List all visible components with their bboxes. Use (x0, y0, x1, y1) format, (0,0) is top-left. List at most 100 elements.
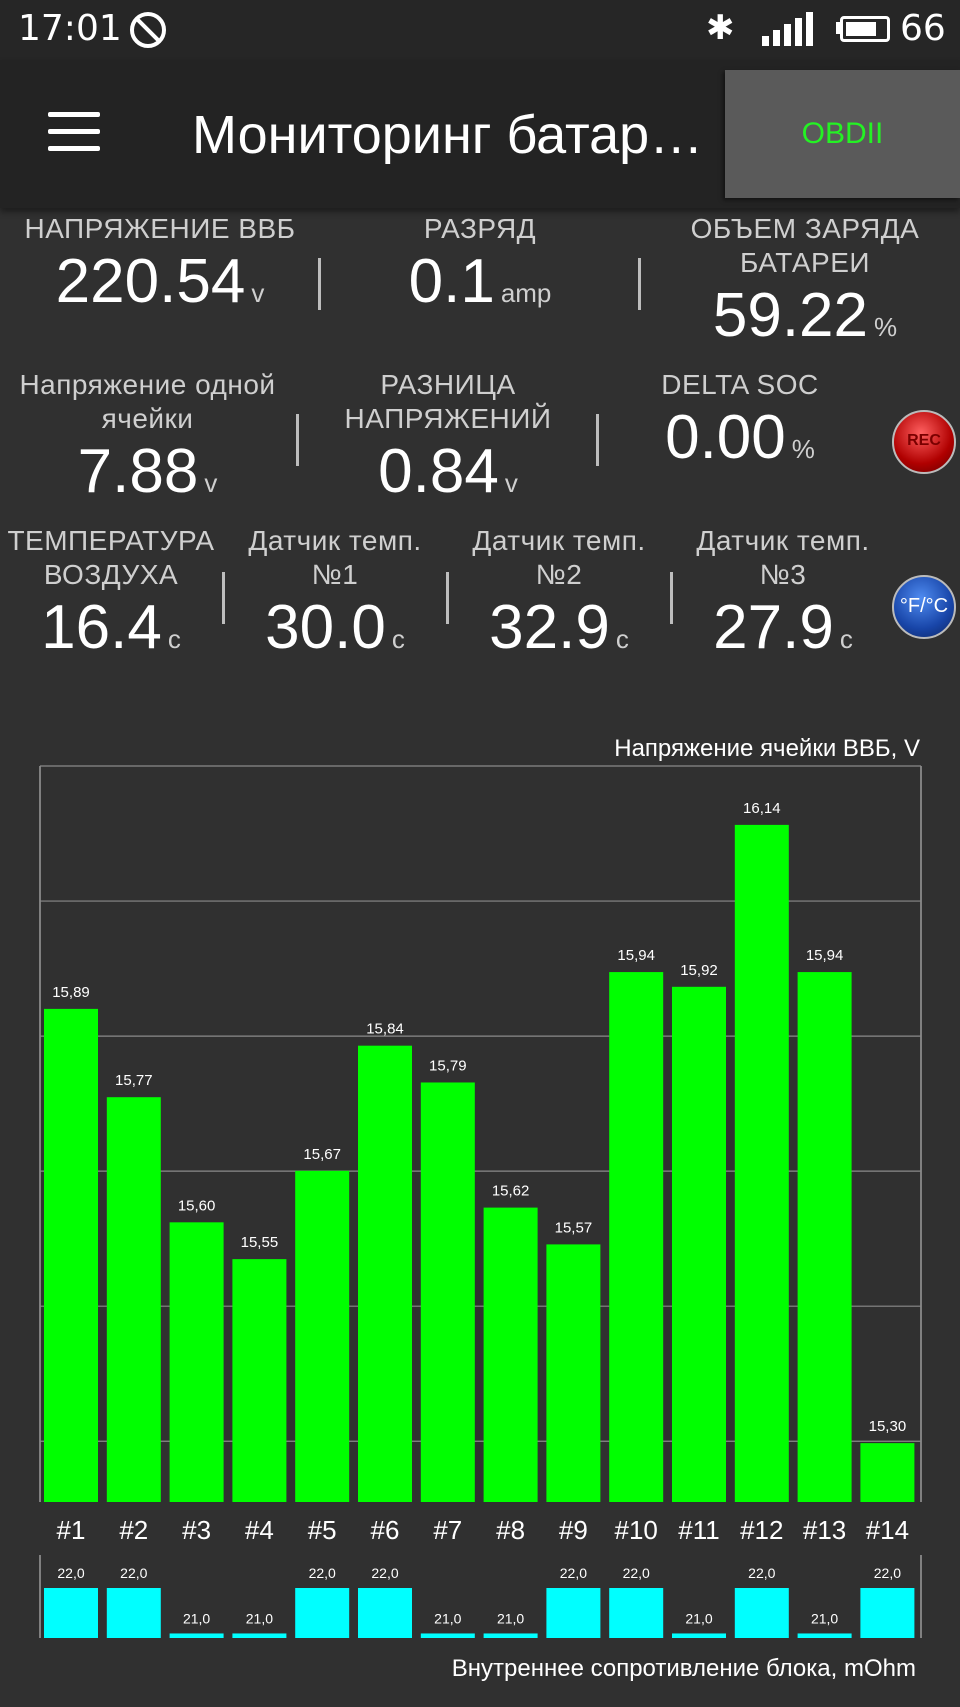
cell-voltage-bar (232, 1259, 287, 1502)
bar-value-label: 15,57 (555, 1219, 593, 1236)
cell-voltage-bar (546, 1244, 601, 1502)
resistance-chart-title: Внутреннее сопротивление блока, mOhm (451, 1655, 916, 1682)
x-tick-label: #12 (740, 1515, 784, 1545)
soc-value: 59.22% (712, 281, 898, 350)
temp1-label-line1: Датчик темп. (248, 525, 422, 556)
temp1-value: 30.0 c (265, 593, 405, 662)
cell-voltage-label-line2: ячейки (101, 403, 194, 434)
air-temp-label-line2: ВОЗДУХА (43, 559, 179, 590)
cell-voltage-chart: 15,89 15,77 15,60 15,55 15,67 15,84 15,79 15,62… (39, 765, 922, 1502)
discharge-value: 0.1 amp (408, 247, 552, 316)
delta-soc-value: 0.00% (665, 403, 815, 472)
voltage-diff-value: 0.84 v (378, 437, 518, 506)
hv-voltage-label: НАПРЯЖЕНИЕ ВВБ (24, 213, 296, 244)
bar-value-label: 15,94 (617, 947, 655, 964)
battery-percent: 66 (900, 8, 946, 49)
cell-voltage-value: 7.88 v (77, 437, 218, 506)
x-tick-label: #10 (614, 1515, 658, 1545)
menu-icon[interactable] (48, 112, 100, 152)
cell-voltage-bar (295, 1170, 350, 1502)
page-title: Мониторинг батар… (192, 105, 704, 165)
resistance-value-label: 22,0 (874, 1565, 901, 1581)
divider (296, 414, 299, 466)
x-tick-label: #3 (182, 1515, 212, 1545)
x-tick-label: #1 (56, 1515, 86, 1545)
bar-value-label: 15,94 (806, 947, 844, 964)
clock: 17:01 (18, 8, 122, 49)
cell-voltage-bar (734, 824, 789, 1502)
bar-value-label: 15,84 (366, 1021, 404, 1038)
resistance-value-label: 22,0 (57, 1565, 84, 1581)
delta-soc-label: DELTA SOC (661, 369, 819, 400)
cell-voltage-bar (797, 972, 852, 1502)
bar-value-label: 15,62 (492, 1183, 530, 1200)
bar-value-label: 15,55 (241, 1234, 279, 1251)
resistance-value-label: 22,0 (371, 1565, 398, 1581)
resistance-value-label: 22,0 (309, 1565, 336, 1581)
temp2-value: 32.9 c (489, 593, 629, 662)
x-tick-label: #8 (496, 1515, 526, 1545)
bar-value-label: 15,89 (52, 984, 90, 1001)
resistance-value-label: 22,0 (120, 1565, 147, 1581)
x-tick-label: #7 (433, 1515, 463, 1545)
do-not-disturb-icon (130, 12, 166, 48)
resistance-bar (420, 1633, 475, 1638)
temp3-value: 27.9 c (713, 593, 853, 662)
cell-voltage-bar (672, 986, 726, 1502)
divider (596, 414, 599, 466)
cell-voltage-chart-title: Напряжение ячейки ВВБ, V (614, 735, 920, 762)
hv-voltage-metric: НАПРЯЖЕНИЕ ВВБ 220.54 v (10, 212, 310, 317)
temperature-units-button[interactable]: °F/°C (892, 575, 956, 639)
bar-value-label: 16,14 (743, 800, 781, 817)
resistance-value-label: 21,0 (183, 1610, 210, 1626)
temp3-label-line1: Датчик темп. (696, 525, 870, 556)
battery-tip (836, 22, 840, 34)
resistance-bar (734, 1588, 789, 1638)
temperature-units-icon: °F/°C (899, 595, 949, 617)
resistance-value-label: 22,0 (748, 1565, 775, 1581)
voltage-diff-metric: РАЗНИЦА НАПРЯЖЕНИЙ 0.84 v (298, 368, 598, 507)
temp1-label-line2: №1 (311, 559, 359, 590)
cell-voltage-bar (420, 1082, 475, 1502)
divider (318, 258, 321, 310)
x-tick-label: #13 (802, 1515, 847, 1545)
record-button[interactable]: REC (892, 410, 956, 474)
discharge-label: РАЗРЯД (423, 213, 537, 244)
cell-voltage-bar (106, 1097, 161, 1502)
resistance-bar (797, 1633, 852, 1638)
resistance-bar (232, 1633, 287, 1638)
cell-voltage-bar (609, 972, 664, 1502)
bar-value-label: 15,92 (680, 962, 718, 979)
voltage-diff-label-line2: НАПРЯЖЕНИЙ (344, 403, 552, 434)
resistance-bar (358, 1588, 412, 1638)
temp2-metric: Датчик темп. №2 32.9 c (448, 524, 670, 663)
resistance-bar (106, 1588, 161, 1638)
divider (638, 258, 641, 310)
resistance-bar (483, 1633, 538, 1638)
temp1-metric: Датчик темп. №1 30.0 c (224, 524, 446, 663)
resistance-bar (672, 1633, 726, 1638)
soc-metric: ОБЪЕМ ЗАРЯДА БАТАРЕИ 59.22% (650, 212, 960, 351)
resistance-bar (44, 1588, 98, 1638)
resistance-bar (169, 1633, 224, 1638)
x-tick-label: #6 (370, 1515, 400, 1545)
cell-voltage-bar (44, 1008, 98, 1502)
resistance-value-label: 22,0 (623, 1565, 650, 1581)
cell-voltage-label-line1: Напряжение одной (19, 369, 276, 400)
x-tick-label: #11 (678, 1515, 720, 1545)
cell-voltage-bar (169, 1222, 224, 1502)
air-temp-value: 16.4 c (41, 593, 181, 662)
record-icon: REC (907, 432, 941, 449)
soc-label-line1: ОБЪЕМ ЗАРЯДА (690, 213, 920, 244)
obd-connect-button[interactable]: OBDII (725, 70, 960, 198)
cell-voltage-bar (860, 1443, 915, 1502)
resistance-bar (295, 1588, 350, 1638)
resistance-value-label: 21,0 (811, 1610, 838, 1626)
resistance-bar (546, 1588, 601, 1638)
resistance-value-label: 21,0 (434, 1610, 461, 1626)
air-temp-metric: ТЕМПЕРАТУРА ВОЗДУХА 16.4 c (0, 524, 222, 663)
hv-voltage-value: 220.54 v (55, 247, 265, 316)
resistance-bar (609, 1588, 664, 1638)
resistance-value-label: 21,0 (685, 1610, 712, 1626)
cell-voltage-metric: Напряжение одной ячейки 7.88 v (0, 368, 295, 507)
